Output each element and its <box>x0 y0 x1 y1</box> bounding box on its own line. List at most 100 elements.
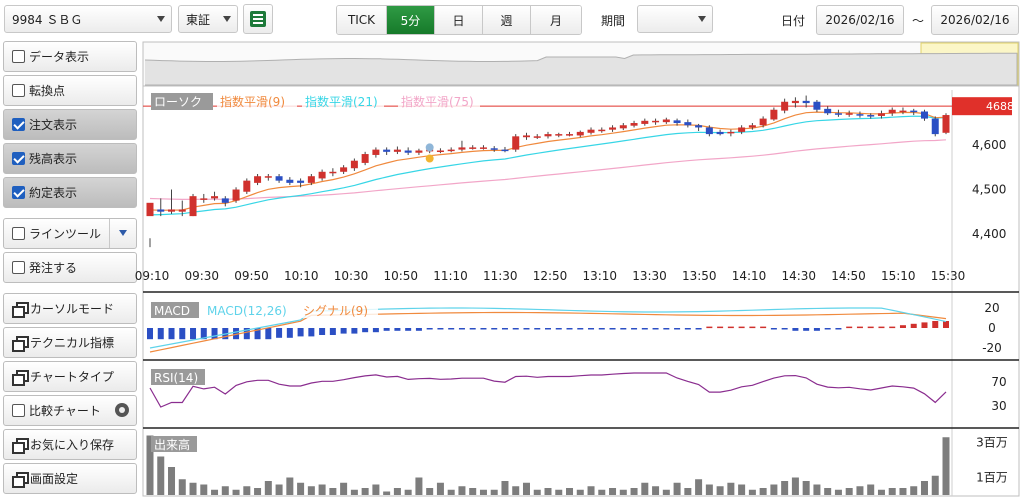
tab-month[interactable]: 月 <box>531 6 581 34</box>
volume-bar <box>361 488 369 495</box>
checkbox[interactable] <box>12 404 25 417</box>
sidebar-item-label: 発注する <box>29 261 78 275</box>
candle-body <box>479 147 487 149</box>
sidebar-place-order-button[interactable]: 発注する <box>3 252 137 283</box>
sidebar-item-label: テクニカル指標 <box>30 336 115 350</box>
rsi-legend-label: RSI(14) <box>154 371 198 385</box>
candle-body <box>705 127 713 135</box>
macd-histogram-bar <box>276 328 283 338</box>
sidebar-chart-type-button[interactable]: チャートタイプ <box>3 361 137 392</box>
volume-bar <box>856 486 864 495</box>
volume-bar <box>146 435 154 495</box>
volume-bar <box>243 486 251 495</box>
candle-body <box>469 147 477 149</box>
volume-bar <box>393 488 401 495</box>
volume-bar <box>544 488 552 495</box>
legend-box <box>151 93 213 110</box>
checkbox[interactable] <box>12 152 25 165</box>
macd-histogram-bar <box>695 328 702 330</box>
volume-bar <box>942 437 950 495</box>
legend-box <box>398 93 480 110</box>
x-tick-label: 10:30 <box>334 269 369 283</box>
sidebar-item-label: ラインツール <box>29 227 102 241</box>
macd-legend-label: MACD <box>154 304 190 318</box>
sidebar-technical-indicator-button[interactable]: テクニカル指標 <box>3 327 137 358</box>
date-from-input[interactable]: 2026/02/16 <box>816 5 904 35</box>
list-view-button[interactable] <box>243 4 273 34</box>
candle-body <box>598 129 606 132</box>
candle-body <box>716 131 724 135</box>
sidebar-save-favorite-button[interactable]: お気に入り保存 <box>3 429 137 460</box>
checkbox[interactable] <box>12 186 25 199</box>
volume-bar <box>157 456 165 495</box>
volume-bar <box>200 484 208 495</box>
sidebar-data-display-button[interactable]: データ表示 <box>3 41 137 72</box>
sidebar-line-tool-button[interactable]: ラインツール <box>3 218 137 249</box>
volume-bar <box>221 486 229 495</box>
tab-week[interactable]: 週 <box>483 6 531 34</box>
tab-tick[interactable]: TICK <box>337 6 387 34</box>
candle-body <box>673 120 681 124</box>
checkbox[interactable] <box>12 118 25 131</box>
checkbox[interactable] <box>12 84 25 97</box>
candle-body <box>415 150 423 153</box>
volume-tick-label: 3百万 <box>976 436 1008 450</box>
volume-bar <box>178 479 186 495</box>
macd-histogram-bar <box>943 321 949 328</box>
volume-bar <box>899 488 907 495</box>
sidebar-execution-display-button[interactable]: 約定表示 <box>3 177 137 208</box>
sidebar-cursor-mode-button[interactable]: カーソルモード <box>3 293 137 324</box>
checkbox[interactable] <box>12 50 25 63</box>
candle-body <box>630 123 638 126</box>
checkbox[interactable] <box>12 227 25 240</box>
sidebar-turning-point-button[interactable]: 転換点 <box>3 75 137 106</box>
macd-legend-label: MACD(12,26) <box>207 304 287 318</box>
y-tick-label: 4,400 <box>972 227 1006 241</box>
tab-5min[interactable]: 5分 <box>387 6 435 34</box>
macd-histogram-bar <box>534 328 541 330</box>
macd-histogram-bar <box>684 328 691 330</box>
legend-box <box>151 369 205 385</box>
candle-body <box>211 196 219 199</box>
tab-day[interactable]: 日 <box>435 6 483 34</box>
macd-histogram-bar <box>469 328 476 330</box>
sidebar-item-label: 注文表示 <box>29 118 78 132</box>
volume-bar <box>318 484 326 495</box>
window-icon <box>12 472 29 488</box>
sidebar-balance-display-button[interactable]: 残高表示 <box>3 143 137 174</box>
volume-bar <box>738 484 746 495</box>
symbol-select[interactable]: 9984 ＳＢＧ <box>4 5 172 33</box>
legend-box <box>300 302 378 318</box>
market-select[interactable]: 東証 <box>178 5 238 33</box>
gear-icon[interactable] <box>115 403 129 417</box>
macd-histogram-bar <box>652 328 659 330</box>
signal-line <box>149 311 947 353</box>
candle-body <box>802 100 810 104</box>
sidebar-item-label: カーソルモード <box>30 302 115 316</box>
macd-histogram-bar <box>641 328 648 330</box>
volume-bar <box>673 482 681 495</box>
volume-bar <box>748 489 756 495</box>
checkbox[interactable] <box>12 261 25 274</box>
macd-histogram-bar <box>168 328 175 340</box>
volume-bar <box>211 489 219 495</box>
macd-tick-label: 20 <box>984 301 999 315</box>
sidebar-compare-chart-button[interactable]: 比較チャート <box>3 395 137 426</box>
x-tick-label: 13:10 <box>582 269 617 283</box>
volume-bar <box>587 486 595 495</box>
date-to-input[interactable]: 2026/02/16 <box>931 5 1019 35</box>
line-tool-dropdown[interactable] <box>109 219 136 248</box>
sidebar-order-display-button[interactable]: 注文表示 <box>3 109 137 140</box>
candle-body <box>910 110 918 113</box>
macd-legend-label: シグナル(9) <box>303 304 368 318</box>
volume-bar <box>576 489 584 495</box>
volume-bar <box>888 488 896 495</box>
sidebar-item-label: 比較チャート <box>29 404 101 418</box>
period-select[interactable] <box>637 5 713 33</box>
window-icon <box>12 302 29 318</box>
volume-bar <box>770 484 778 495</box>
sidebar-screen-settings-button[interactable]: 画面設定 <box>3 463 137 494</box>
sell-marker <box>425 154 434 163</box>
volume-bar <box>447 489 455 495</box>
